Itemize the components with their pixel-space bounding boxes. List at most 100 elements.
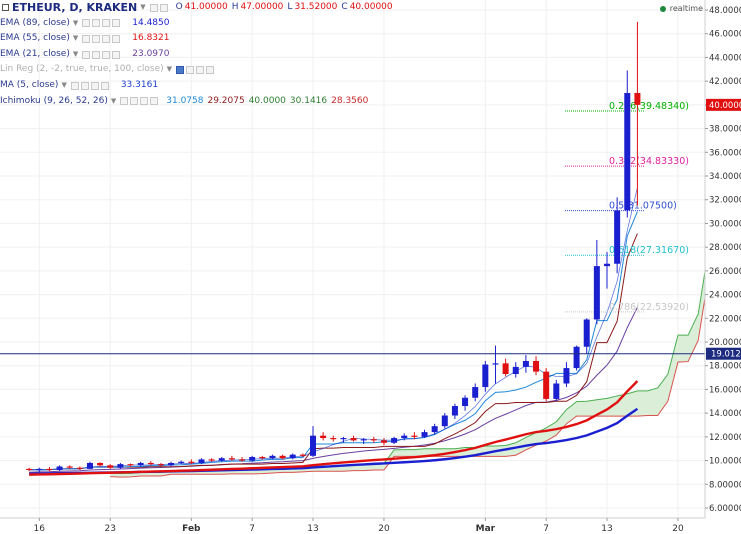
settings-icon[interactable]: [80, 81, 89, 90]
candle-body[interactable]: [421, 432, 428, 437]
candle-body[interactable]: [543, 371, 550, 399]
candle-body[interactable]: [634, 93, 641, 105]
eye-icon[interactable]: [120, 97, 129, 106]
candle-body[interactable]: [299, 454, 306, 456]
close-icon[interactable]: [112, 50, 121, 59]
candle-body[interactable]: [502, 363, 509, 375]
settings-icon[interactable]: [186, 66, 195, 75]
candle-body[interactable]: [289, 454, 296, 459]
eye-icon[interactable]: [70, 81, 79, 90]
candle-body[interactable]: [56, 466, 63, 471]
indicator-row[interactable]: MA (5, close) ▼ 33.3161: [0, 78, 397, 94]
candle-body[interactable]: [147, 462, 154, 465]
candle-body[interactable]: [66, 466, 73, 468]
candle-body[interactable]: [380, 440, 387, 443]
candle-body[interactable]: [472, 387, 479, 398]
candle-body[interactable]: [624, 93, 631, 211]
candle-body[interactable]: [259, 457, 266, 459]
chevron-down-icon[interactable]: ▼: [72, 18, 79, 27]
indicator-row[interactable]: Lin Reg (2, -2, true, true, 100, close) ▼: [0, 62, 397, 78]
eye-icon[interactable]: [176, 66, 185, 75]
chevron-down-icon[interactable]: ▼: [72, 49, 79, 58]
indicator-row[interactable]: EMA (89, close) ▼ 14.4850: [0, 16, 397, 32]
add-icon[interactable]: [102, 50, 111, 59]
candle-body[interactable]: [168, 462, 175, 466]
eye-icon[interactable]: [82, 34, 91, 43]
candle-body[interactable]: [553, 383, 560, 399]
candle-body[interactable]: [228, 458, 235, 460]
settings-icon[interactable]: [130, 97, 139, 106]
close-icon[interactable]: [100, 81, 109, 90]
add-icon[interactable]: [196, 66, 205, 75]
candle-body[interactable]: [340, 438, 347, 440]
close-icon[interactable]: [112, 34, 121, 43]
add-icon[interactable]: [140, 97, 149, 106]
close-icon[interactable]: [112, 19, 121, 28]
candle-body[interactable]: [26, 468, 33, 471]
candle-body[interactable]: [522, 360, 529, 367]
indicator-name[interactable]: Lin Reg (2, -2, true, true, 100, close): [0, 64, 164, 75]
chevron-down-icon[interactable]: ▼: [72, 34, 79, 43]
candle-body[interactable]: [269, 455, 276, 459]
candle-body[interactable]: [46, 468, 53, 471]
settings-icon[interactable]: [159, 3, 168, 12]
eye-icon[interactable]: [82, 50, 91, 59]
candle-body[interactable]: [86, 462, 93, 469]
candle-body[interactable]: [107, 465, 114, 468]
candle-body[interactable]: [330, 438, 337, 440]
candle-body[interactable]: [36, 468, 43, 471]
candle-body[interactable]: [411, 435, 418, 437]
settings-icon[interactable]: [92, 50, 101, 59]
candle-body[interactable]: [492, 363, 499, 365]
candle-body[interactable]: [401, 435, 408, 439]
symbol-title[interactable]: ETHEUR, D, KRAKEN: [12, 1, 138, 14]
candle-body[interactable]: [127, 464, 134, 466]
candle-body[interactable]: [208, 459, 215, 461]
chevron-down-icon[interactable]: ▼: [61, 80, 67, 89]
candle-body[interactable]: [533, 360, 540, 372]
candle-body[interactable]: [279, 455, 286, 459]
indicator-name[interactable]: EMA (55, close): [0, 33, 70, 44]
candle-body[interactable]: [593, 266, 600, 320]
indicator-name[interactable]: EMA (21, close): [0, 48, 70, 59]
candle-body[interactable]: [583, 319, 590, 347]
candle-body[interactable]: [573, 346, 580, 369]
candle-body[interactable]: [198, 459, 205, 463]
candle-body[interactable]: [249, 457, 256, 461]
candle-body[interactable]: [391, 438, 398, 443]
add-icon[interactable]: [102, 19, 111, 28]
indicator-name[interactable]: MA (5, close): [0, 79, 59, 90]
candle-body[interactable]: [97, 462, 104, 466]
add-icon[interactable]: [90, 81, 99, 90]
candle-body[interactable]: [441, 415, 448, 427]
candle-body[interactable]: [482, 364, 489, 388]
chart-menu-icon[interactable]: [2, 4, 9, 12]
candle-body[interactable]: [451, 406, 458, 416]
candle-body[interactable]: [431, 426, 438, 433]
eye-icon[interactable]: [149, 3, 158, 12]
chevron-down-icon[interactable]: ▼: [110, 96, 117, 105]
candle-body[interactable]: [604, 263, 610, 267]
candle-body[interactable]: [614, 210, 621, 264]
close-icon[interactable]: [206, 66, 215, 75]
candle-body[interactable]: [310, 435, 316, 456]
indicator-name[interactable]: EMA (89, close): [0, 17, 70, 28]
candle-body[interactable]: [157, 464, 164, 466]
candle-body[interactable]: [188, 461, 195, 463]
candle-body[interactable]: [218, 458, 225, 461]
indicator-row[interactable]: EMA (55, close) ▼ 16.8321: [0, 31, 397, 47]
add-icon[interactable]: [102, 34, 111, 43]
candle-body[interactable]: [137, 462, 144, 466]
candle-body[interactable]: [350, 438, 357, 441]
indicator-name[interactable]: Ichimoku (9, 26, 52, 26): [0, 95, 108, 106]
settings-icon[interactable]: [92, 34, 101, 43]
candle-body[interactable]: [370, 439, 377, 441]
chevron-down-icon[interactable]: ▼: [140, 3, 146, 11]
candle-body[interactable]: [512, 366, 519, 375]
candle-body[interactable]: [239, 459, 246, 461]
candle-body[interactable]: [178, 461, 185, 463]
close-icon[interactable]: [150, 97, 159, 106]
candle-body[interactable]: [76, 467, 83, 469]
candle-body[interactable]: [320, 435, 327, 439]
